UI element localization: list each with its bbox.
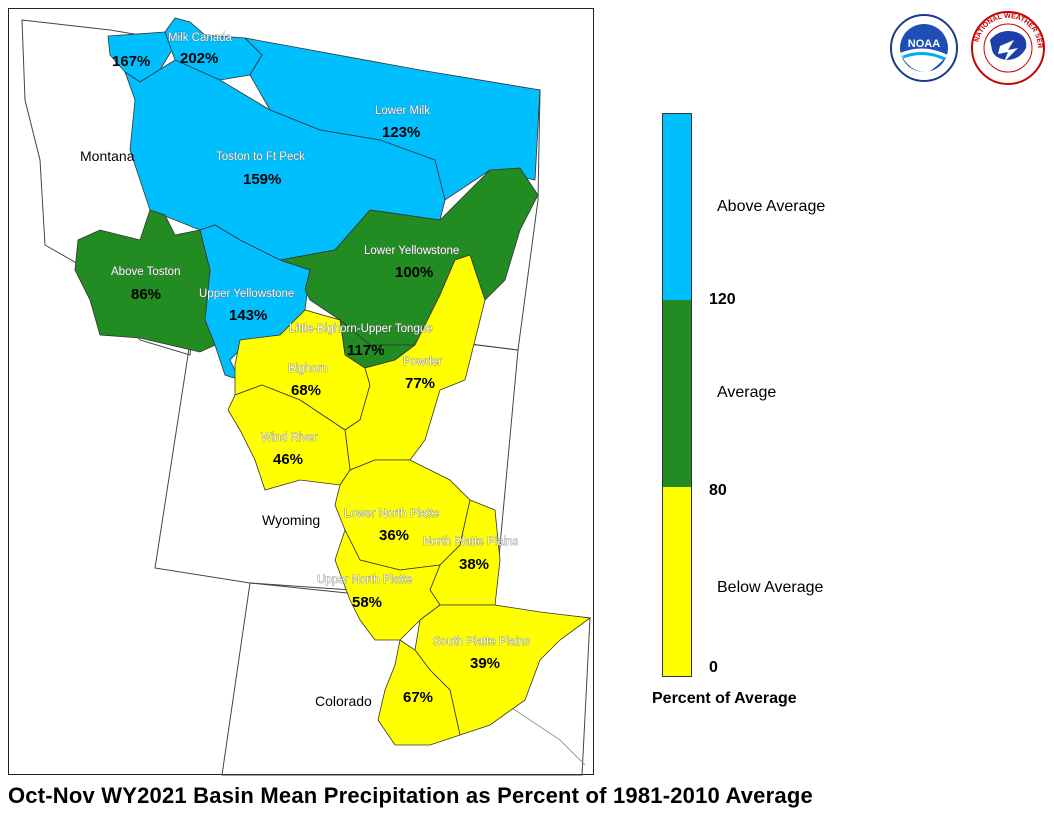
basin-value: 100% xyxy=(395,264,433,281)
basin-labels: 167% Milk Canada 202% Lower Milk 123% To… xyxy=(111,32,531,706)
basin-name: Bighorn xyxy=(288,363,328,375)
basin-name: North Platte Plains xyxy=(423,536,518,548)
basin-name: Lower North Platte xyxy=(344,508,439,520)
basin-name: Lower Yellowstone xyxy=(364,245,459,257)
basin-colorado-67 xyxy=(377,639,461,746)
state-labels: Montana Wyoming Colorado xyxy=(80,148,372,709)
basin-value: 36% xyxy=(379,527,409,544)
basin-powder xyxy=(344,254,486,471)
basin-name: Above Toston xyxy=(111,266,180,278)
basin-name: Upper North Platte xyxy=(317,574,412,586)
basin-map: Montana Wyoming Colorado 167% Milk Canad… xyxy=(21,17,592,776)
legend-swatch-below xyxy=(663,487,691,676)
basin-name: Upper Yellowstone xyxy=(199,288,294,300)
noaa-logo-text: NOAA xyxy=(908,38,940,50)
basin-name: Wind River xyxy=(261,432,317,444)
basin-value: 77% xyxy=(405,375,435,392)
basin-name: Little-Bighorn-Upper Tongue xyxy=(289,323,433,335)
basin-wind-river xyxy=(227,384,351,491)
nws-logo: NATIONAL WEATHER SERVICE xyxy=(970,10,1045,85)
basin-value: 46% xyxy=(273,451,303,468)
basin-value: 39% xyxy=(470,655,500,672)
basin-value: 117% xyxy=(347,342,385,359)
legend-label-above: Above Average xyxy=(717,198,826,215)
basin-value: 202% xyxy=(180,50,218,67)
legend-label-average: Average xyxy=(717,384,777,401)
basin-value: 67% xyxy=(403,689,433,706)
legend-swatch-average xyxy=(663,300,691,487)
legend-color-bar xyxy=(662,113,692,677)
basin-value: 143% xyxy=(229,307,267,324)
state-label-wyoming: Wyoming xyxy=(262,512,320,528)
map-title: Oct-Nov WY2021 Basin Mean Precipitation … xyxy=(8,783,813,808)
basin-value: 123% xyxy=(382,124,420,141)
legend-label-below: Below Average xyxy=(717,579,824,596)
basin-value: 159% xyxy=(243,171,281,188)
state-label-montana: Montana xyxy=(80,148,135,164)
legend-title: Percent of Average xyxy=(652,690,797,707)
basin-value: 86% xyxy=(131,286,161,303)
legend-swatch-above xyxy=(663,114,691,300)
basin-name: Toston to Ft Peck xyxy=(216,151,305,163)
legend-tick-120: 120 xyxy=(709,291,736,308)
basin-value: 68% xyxy=(291,382,321,399)
legend-tick-0: 0 xyxy=(709,659,718,676)
basins xyxy=(74,17,592,746)
basin-name: Milk Canada xyxy=(168,32,233,44)
basin-value: 58% xyxy=(352,594,382,611)
basin-value: 167% xyxy=(112,53,150,70)
basin-name: South Platte Plains xyxy=(433,636,530,648)
legend-tick-80: 80 xyxy=(709,482,727,499)
basin-value: 38% xyxy=(459,556,489,573)
noaa-logo: NOAA xyxy=(890,14,958,82)
state-label-colorado: Colorado xyxy=(315,693,372,709)
river-line xyxy=(499,699,586,766)
basin-name: Lower Milk xyxy=(375,105,430,117)
basin-name: Powder xyxy=(403,356,442,368)
basin-above-toston xyxy=(74,209,216,353)
